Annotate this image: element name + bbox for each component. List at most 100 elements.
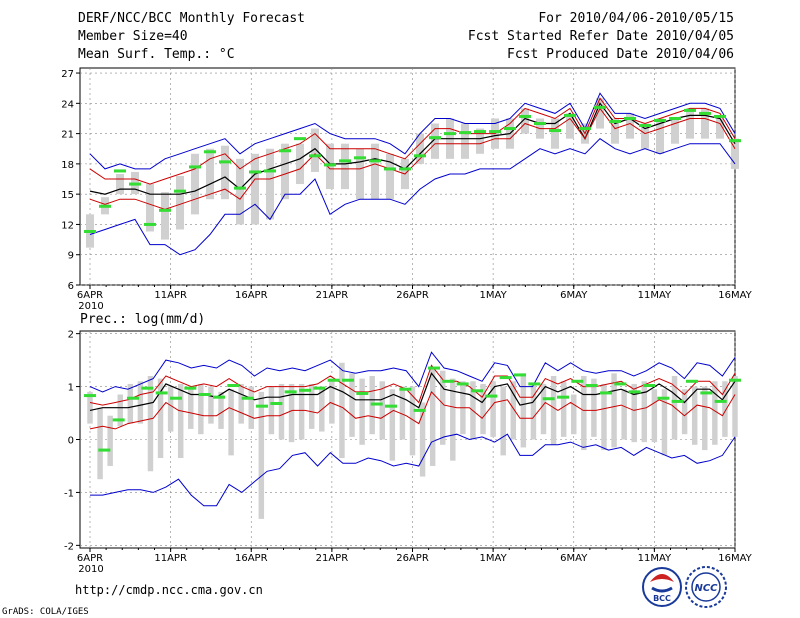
precip-climatology-marker — [213, 395, 225, 399]
temp-spread-box — [565, 113, 575, 139]
precip-spread-box — [147, 375, 154, 472]
temp-climatology-marker — [234, 186, 246, 190]
precip-climatology-marker — [456, 382, 469, 386]
precip-climatology-marker — [428, 366, 440, 370]
temp-spread-box — [730, 138, 740, 169]
temp-year-label: 2010 — [78, 301, 103, 312]
temp-spread-box — [385, 153, 395, 200]
temp-climatology-marker — [519, 114, 531, 118]
precip-spread-box — [167, 386, 174, 432]
temp-climatology-marker — [369, 159, 381, 163]
temp-spread-box — [370, 143, 380, 200]
temp-spread-box — [325, 143, 335, 190]
temp-climatology-marker — [204, 150, 216, 154]
precip-spread-box — [560, 381, 567, 437]
temp-climatology-marker — [249, 170, 261, 174]
temp-ytick-label: 24 — [61, 99, 74, 110]
temp-climatology-marker — [594, 105, 606, 109]
precip-climatology-marker — [671, 399, 684, 403]
precip-climatology-marker — [614, 382, 627, 386]
temp-climatology-marker — [534, 122, 546, 126]
temp-spread-box — [205, 148, 215, 200]
precip-series-upper — [89, 364, 736, 406]
temp-spread-box — [415, 133, 425, 164]
precip-xtick-label: 16MAY — [718, 553, 752, 564]
precip-climatology-marker — [542, 397, 555, 401]
precip-climatology-marker — [643, 384, 655, 388]
precip-climatology-marker — [127, 396, 139, 400]
temp-xtick-label: 1MAY — [480, 290, 508, 301]
precip-spread-box — [359, 378, 365, 445]
temp-climatology-marker — [504, 127, 516, 131]
precip-climatology-marker — [241, 396, 254, 400]
temp-climatology-marker — [384, 167, 396, 171]
temp-spread-box — [145, 184, 155, 232]
precip-xtick-label: 21APR — [316, 553, 349, 564]
precip-spread-box — [238, 383, 244, 424]
temp-xtick-label: 11APR — [154, 290, 187, 301]
precip-spread-box — [308, 383, 315, 429]
temp-climatology-marker — [474, 130, 486, 134]
precip-climatology-marker — [155, 391, 168, 395]
precip-xtick-label: 11APR — [154, 553, 187, 564]
precip-ytick-label: 1 — [68, 383, 74, 394]
precip-spread-box — [490, 381, 496, 437]
precip-climatology-marker — [657, 396, 670, 400]
temp-ytick-label: 21 — [61, 130, 74, 141]
temp-spread-box — [310, 128, 320, 172]
temp-ytick-label: 6 — [68, 281, 74, 292]
grads-credit: GrADS: COLA/IGES — [2, 607, 89, 617]
precip-spread-box — [107, 415, 113, 466]
precip-spread-box — [480, 383, 486, 435]
temp-spread-box — [520, 108, 530, 134]
precip-spread-box — [177, 383, 184, 459]
temp-spread-box — [625, 113, 635, 139]
source-url[interactable]: http://cmdp.ncc.cma.gov.cn — [75, 583, 263, 597]
precip-spread-box — [611, 373, 617, 448]
precip-spread-box — [349, 373, 355, 437]
precip-spread-box — [651, 389, 658, 443]
temp-climatology-marker — [99, 204, 111, 208]
temp-spread-box — [160, 192, 170, 240]
precip-ytick-label: -1 — [64, 488, 74, 499]
precip-climatology-marker — [98, 448, 111, 452]
precip-climatology-marker — [112, 418, 125, 422]
precip-spread-box — [87, 391, 93, 424]
temp-climatology-marker — [189, 165, 201, 169]
temp-climatology-marker — [654, 118, 666, 122]
precip-xtick-label: 6APR — [77, 553, 103, 564]
temp-ytick-label: 27 — [61, 69, 74, 80]
precip-ytick-label: -2 — [64, 541, 74, 552]
temp-series-lower — [89, 107, 736, 210]
temp-ytick-label: 12 — [61, 220, 74, 231]
temp-climatology-marker — [549, 129, 561, 133]
temp-spread-box — [670, 118, 680, 144]
precip-spread-box — [440, 370, 446, 445]
precip-climatology-marker — [141, 386, 154, 390]
temp-climatology-marker — [129, 182, 141, 186]
temp-spread-box — [700, 108, 710, 139]
temp-spread-box — [685, 108, 695, 139]
precip-ytick-label: 0 — [68, 436, 74, 447]
precip-spread-box — [137, 381, 144, 424]
temp-climatology-marker — [624, 116, 636, 120]
temp-xtick-label: 6MAY — [560, 290, 588, 301]
temp-ytick-label: 9 — [68, 251, 74, 262]
precip-climatology-marker — [499, 376, 512, 380]
precip-xtick-label: 26APR — [396, 553, 429, 564]
temp-climatology-marker — [264, 169, 276, 173]
temp-spread-box — [610, 118, 620, 144]
precip-climatology-marker — [198, 393, 211, 397]
temp-climatology-marker — [684, 108, 696, 112]
precip-spread-box — [722, 381, 728, 437]
precip-spread-box — [581, 375, 587, 451]
precip-spread-box — [409, 386, 416, 456]
temp-climatology-marker — [114, 169, 126, 173]
precip-climatology-marker — [342, 378, 354, 382]
temp-climatology-marker — [399, 167, 411, 171]
temp-climatology-marker — [429, 136, 441, 140]
precip-spread-box — [157, 378, 164, 459]
precip-spread-box — [97, 407, 103, 480]
temp-spread-box — [235, 158, 245, 225]
precip-spread-box — [691, 386, 698, 445]
